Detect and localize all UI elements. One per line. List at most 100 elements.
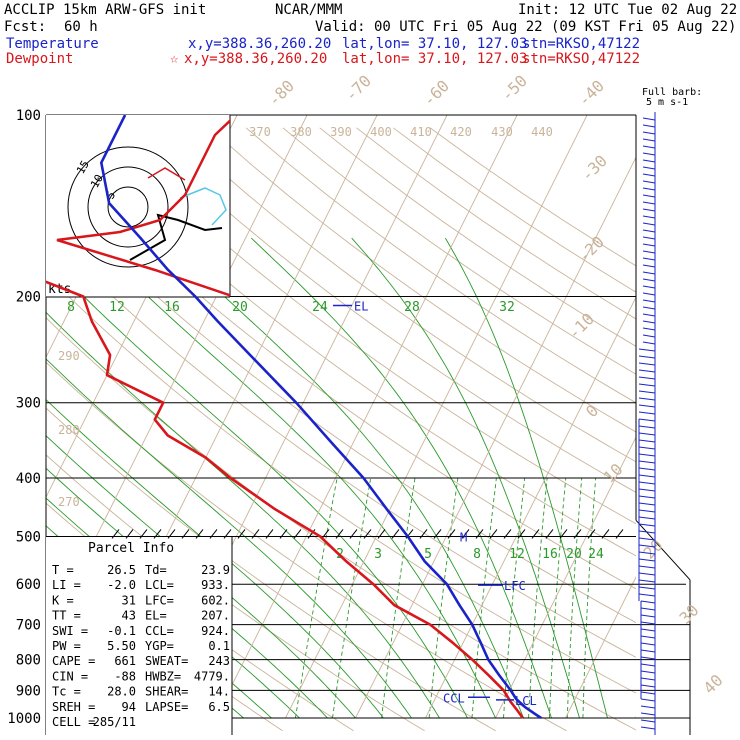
theta-label: 410 [410,125,432,139]
wind-barb [638,558,656,562]
parcel-info-panel [46,537,232,735]
wind-barb [640,600,656,604]
fcst-label: Fcst: [4,19,47,35]
hatch-mark [223,529,232,539]
temperature-profile [100,115,542,720]
wind-barb [640,684,656,688]
hatch-mark [111,529,120,539]
isotherm-label: 40 [700,671,727,698]
hatch-mark [363,529,372,539]
parcel-key-2: LFC= [145,593,174,607]
hatch-mark [307,529,316,539]
lcl-label: LCL [515,694,537,708]
parcel-value-2: 933. [201,578,230,592]
mixing-ratio-label-bottom: 3 [374,547,382,562]
wind-barb [638,383,656,387]
wind-barb [642,173,656,177]
dry-adiabat-line [46,361,567,732]
wind-barb [642,117,656,121]
parcel-value-2: 924. [201,624,230,638]
dewpoint-xy: x,y=388.36,260.20 [184,51,328,67]
el-label: EL [354,300,368,314]
wind-barb [640,677,656,681]
wind-barb [640,719,656,723]
wind-barb [638,376,656,380]
hatch-mark [321,529,330,539]
wind-barb [642,327,656,331]
dry-adiabat-line [282,127,636,375]
valid-time: Valid: 00 UTC Fri 05 Aug 22 (09 KST Fri … [315,19,737,35]
pressure-tick-label: 900 [16,683,41,699]
parcel-value-2: 207. [201,609,230,623]
mixing-ratio-label-top: 8 [67,300,75,315]
parcel-value: 31 [122,593,136,607]
wind-barb [638,411,656,415]
hatch-mark [601,529,610,539]
hatch-mark [489,529,498,539]
wind-barb [642,292,656,296]
wind-barb [638,530,656,534]
isotherm-label: -40 [574,76,608,110]
parcel-key: PW = [52,639,81,653]
temperature-latlon: lat,lon= 37.10, 127.03 [342,36,528,52]
hatch-mark [517,529,526,539]
wind-barb [642,243,656,247]
m-label: M [460,530,467,544]
theta-label: 400 [370,125,392,139]
model-title: ACCLIP 15km ARW-GFS init [4,2,207,18]
wind-barb [638,488,656,492]
isotherm-label: 0 [582,401,602,421]
parcel-value-2: 602. [201,593,230,607]
parcel-key-2: LCL= [145,578,174,592]
theta-label: 380 [290,125,312,139]
wind-barb [638,397,656,401]
wind-barb [642,145,656,149]
hatch-mark [419,529,428,539]
hatch-mark [139,529,148,539]
temperature-legend: Temperature [6,36,99,52]
wind-barb [638,537,656,541]
wind-barb [642,138,656,142]
wind-barb [642,285,656,289]
hatch-mark [545,529,554,539]
wind-barb [640,663,656,667]
parcel-key: CELL = [52,715,95,729]
wind-barb [642,187,656,191]
dry-adiabat-line [356,127,636,320]
mixing-ratio-label-top: 28 [404,300,420,315]
wind-barb [638,572,656,576]
parcel-key: T = [52,563,74,577]
wind-barb [638,586,656,590]
wind-barb [638,418,656,422]
hodograph-trace-upper [56,118,230,297]
isotherm-label: -50 [497,71,531,105]
parcel-key-2: LAPSE= [145,700,188,714]
wind-barb [638,516,656,520]
parcel-value: 661 [114,654,136,668]
wind-barb [640,635,656,639]
hatch-mark [251,529,260,539]
parcel-key-2: Td= [145,563,167,577]
parcel-value-2: 23.9 [201,563,230,577]
parcel-value: 26.5 [107,563,136,577]
parcel-value: 94 [122,700,136,714]
parcel-key-2: CCL= [145,624,174,638]
hatch-mark [209,529,218,539]
barb-legend-line2: 5 m s-1 [646,97,688,108]
wind-barb [638,425,656,429]
pressure-tick-label: 1000 [7,711,41,727]
hatch-mark [335,529,344,539]
isotherm-label: -70 [341,71,375,105]
hatch-mark [573,529,582,539]
isotherm-line [565,576,636,719]
isotherm-label: -60 [419,76,453,110]
mixing-ratio-label-top: 24 [312,300,328,315]
wind-barb [642,250,656,254]
mixing-ratio-line [582,477,597,719]
mixing-ratio-label-bottom: 20 [566,547,582,562]
theta-label: 290 [58,349,80,363]
barb-legend-line1: Full barb: [642,87,702,98]
wind-barb [640,614,656,618]
wind-barb [642,257,656,261]
dry-adiabat-line [98,127,636,525]
